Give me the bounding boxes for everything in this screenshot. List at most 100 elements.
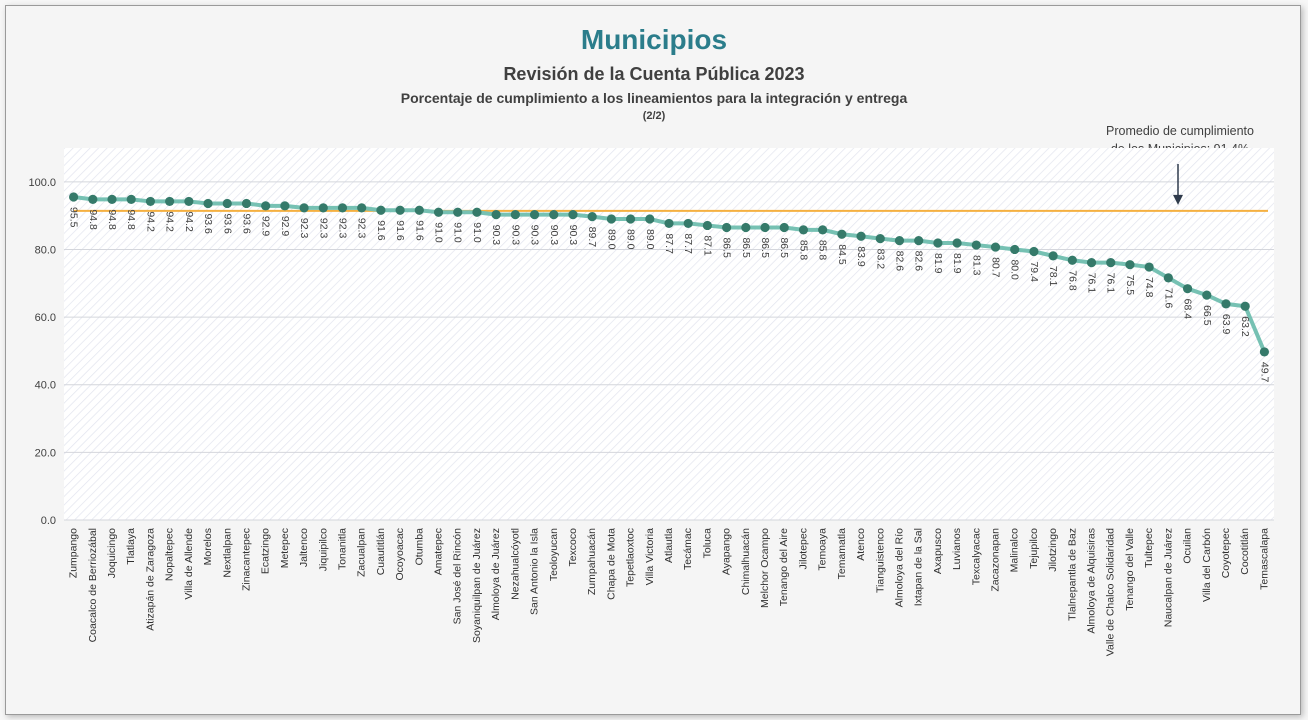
x-tick-label: Tonanitla	[336, 528, 348, 570]
data-label: 90.3	[567, 225, 579, 246]
data-point	[818, 225, 828, 235]
data-label: 76.8	[1066, 270, 1078, 291]
data-label: 82.6	[913, 251, 925, 272]
y-tick-label: 20.0	[35, 447, 56, 459]
x-tick-label: Tianguistenco	[874, 528, 886, 593]
x-tick-label: Teoloyucan	[548, 528, 560, 581]
x-tick-label: Jilotzingo	[1047, 528, 1059, 572]
data-point	[798, 225, 809, 235]
data-label: 75.5	[1124, 275, 1136, 296]
x-tick-label: Ocoyoacac	[394, 528, 406, 581]
data-point	[894, 236, 905, 246]
data-label: 83.9	[855, 246, 867, 267]
x-tick-label: Zumpahuacán	[586, 528, 598, 595]
data-point	[1144, 262, 1154, 272]
x-tick-label: Otumba	[413, 528, 425, 566]
data-point	[126, 194, 136, 205]
data-point	[357, 203, 367, 213]
x-tick-label: Joquicingo	[106, 528, 118, 578]
x-tick-label: Tultepec	[1143, 528, 1155, 568]
data-label: 87.1	[701, 235, 713, 256]
data-point	[606, 214, 616, 224]
x-tick-label: Tlatlaya	[125, 528, 137, 565]
data-point	[664, 218, 674, 229]
y-tick-label: 40.0	[35, 380, 56, 392]
x-tick-label: Ecatzingo	[260, 528, 272, 574]
data-point	[69, 192, 79, 202]
data-label: 86.5	[740, 237, 752, 258]
data-point	[299, 203, 309, 213]
data-label: 91.6	[394, 220, 406, 241]
data-point	[337, 203, 348, 213]
x-tick-label: Temascalapa	[1258, 528, 1270, 590]
x-tick-label: Melchor Ocampo	[759, 528, 771, 608]
x-tick-label: Tepetlaoxtoc	[625, 528, 637, 587]
data-point	[414, 205, 424, 215]
data-point	[203, 198, 213, 209]
y-tick-label: 80.0	[35, 244, 56, 256]
x-tick-label: Chimalhuacán	[740, 528, 752, 595]
y-tick-label: 100.0	[28, 177, 56, 189]
data-label: 86.5	[721, 237, 733, 258]
data-point	[875, 234, 885, 244]
x-tick-label: Ixtapan de la Sal	[913, 528, 925, 606]
data-label: 92.3	[356, 218, 368, 239]
data-point	[165, 196, 175, 207]
x-tick-label: Atenco	[855, 528, 867, 561]
x-tick-label: Temamatla	[836, 528, 848, 580]
data-point	[1259, 347, 1269, 357]
x-tick-label: Villa del Carbón	[1201, 528, 1213, 602]
data-label: 81.9	[932, 253, 944, 274]
data-point	[837, 229, 847, 239]
chart-description: Porcentaje de cumplimiento a los lineami…	[400, 90, 908, 106]
data-point	[1029, 246, 1039, 257]
data-point	[145, 196, 156, 207]
data-point	[510, 210, 520, 220]
x-tick-label: Ayapango	[721, 528, 733, 575]
data-point	[280, 201, 290, 211]
chart-part-indicator: (2/2)	[642, 110, 666, 122]
data-label: 74.8	[1143, 277, 1155, 298]
data-label: 89.7	[586, 227, 598, 248]
data-label: 92.9	[279, 216, 291, 237]
data-label: 91.0	[471, 222, 483, 243]
x-tick-label: Valle de Chalco Solidaridad	[1105, 528, 1117, 656]
x-tick-label: Nopaltepec	[164, 528, 176, 581]
x-tick-label: Toluca	[701, 528, 713, 559]
data-label: 94.8	[125, 209, 137, 230]
x-tick-label: Chapa de Mota	[605, 528, 617, 600]
data-label: 63.9	[1220, 314, 1232, 335]
data-label: 86.5	[778, 237, 790, 258]
data-point	[395, 205, 405, 215]
data-point	[1221, 299, 1231, 309]
data-point	[376, 205, 386, 215]
data-label: 68.4	[1182, 299, 1194, 320]
x-tick-label: Villa de Allende	[183, 528, 195, 600]
x-tick-label: Tenango del Valle	[1124, 528, 1136, 611]
data-label: 84.5	[836, 244, 848, 265]
x-tick-label: Soyaniquilpan de Juárez	[471, 528, 483, 643]
data-point	[241, 198, 252, 209]
x-tick-label: Jaltenco	[298, 528, 310, 567]
data-label: 85.8	[817, 240, 829, 261]
x-tick-label: Zacazonapan	[990, 528, 1002, 592]
x-tick-label: Coacalco de Berriozábal	[87, 528, 99, 642]
data-label: 90.3	[529, 225, 541, 246]
data-label: 66.5	[1201, 305, 1213, 326]
data-point	[933, 238, 943, 248]
data-point	[645, 214, 655, 224]
x-tick-label: Zumpango	[68, 528, 80, 578]
data-label: 91.6	[413, 220, 425, 241]
data-point	[261, 201, 271, 211]
x-tick-label: Almoloya de Juárez	[490, 528, 502, 620]
data-label: 82.6	[893, 251, 905, 272]
data-point	[472, 207, 482, 217]
data-label: 91.0	[433, 222, 445, 243]
data-label: 87.7	[663, 233, 675, 254]
data-label: 86.5	[759, 237, 771, 258]
x-tick-label: Morelos	[202, 528, 214, 565]
data-point	[1182, 284, 1193, 294]
data-label: 95.5	[68, 207, 80, 228]
data-label: 89.0	[605, 229, 617, 250]
